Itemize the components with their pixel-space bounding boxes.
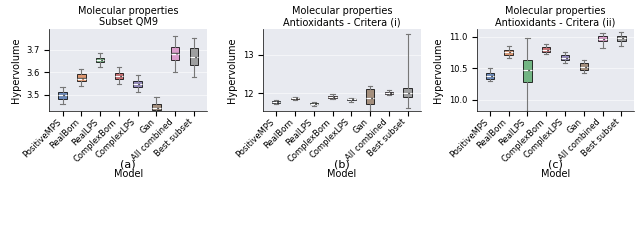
PathPatch shape	[617, 36, 625, 41]
PathPatch shape	[152, 104, 161, 110]
PathPatch shape	[190, 48, 198, 65]
PathPatch shape	[272, 101, 280, 103]
PathPatch shape	[328, 96, 337, 98]
PathPatch shape	[561, 55, 569, 60]
PathPatch shape	[310, 103, 318, 104]
Y-axis label: Hypervolume: Hypervolume	[11, 37, 21, 103]
PathPatch shape	[96, 58, 104, 62]
PathPatch shape	[171, 47, 179, 60]
X-axis label: Model: Model	[114, 169, 143, 179]
X-axis label: Model: Model	[541, 169, 570, 179]
Text: (a): (a)	[120, 160, 136, 170]
PathPatch shape	[504, 50, 513, 54]
PathPatch shape	[598, 36, 607, 41]
PathPatch shape	[347, 99, 356, 101]
PathPatch shape	[115, 73, 123, 79]
PathPatch shape	[542, 47, 550, 52]
Text: (b): (b)	[334, 160, 350, 170]
PathPatch shape	[291, 98, 300, 99]
PathPatch shape	[134, 81, 142, 87]
PathPatch shape	[385, 92, 393, 94]
X-axis label: Model: Model	[327, 169, 356, 179]
PathPatch shape	[403, 88, 412, 97]
PathPatch shape	[486, 73, 494, 79]
PathPatch shape	[58, 92, 67, 99]
Y-axis label: Hypervolume: Hypervolume	[433, 37, 443, 103]
Title: Molecular properties
Antioxidants - Critera (ii): Molecular properties Antioxidants - Crit…	[495, 6, 616, 27]
Y-axis label: Hypervolume: Hypervolume	[227, 37, 237, 103]
Title: Molecular properties
Subset QM9: Molecular properties Subset QM9	[78, 6, 179, 27]
PathPatch shape	[366, 89, 374, 104]
PathPatch shape	[524, 60, 532, 82]
PathPatch shape	[580, 63, 588, 70]
Text: (c): (c)	[548, 160, 563, 170]
Title: Molecular properties
Antioxidants - Critera (i): Molecular properties Antioxidants - Crit…	[283, 6, 401, 27]
PathPatch shape	[77, 74, 86, 81]
